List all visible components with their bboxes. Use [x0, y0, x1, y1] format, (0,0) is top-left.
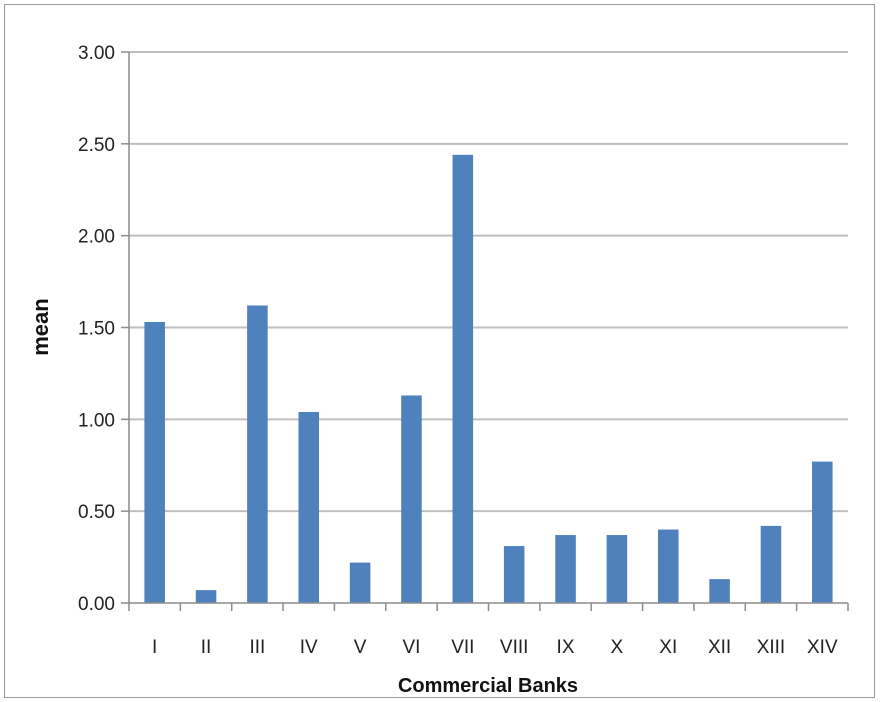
y-tick-label: 2.50	[78, 135, 115, 156]
y-tick-label: 0.00	[78, 594, 115, 615]
gridlines	[121, 51, 848, 604]
y-tick-label: 0.50	[78, 502, 115, 523]
bar-iii	[247, 305, 268, 603]
x-tick-label: IV	[300, 637, 318, 658]
x-tick-label: IX	[557, 637, 575, 658]
axes	[128, 52, 849, 611]
x-tick-label: V	[354, 637, 367, 658]
y-tick-label: 1.00	[78, 410, 115, 431]
x-tick-label: VII	[451, 637, 474, 658]
bar-ii	[195, 590, 217, 603]
bar-xiii	[760, 525, 782, 603]
y-tick-label: 1.50	[78, 319, 115, 340]
bars	[144, 154, 833, 603]
x-tick-label: I	[152, 637, 157, 658]
bar-iv	[298, 411, 320, 603]
bar-x	[606, 535, 628, 603]
x-tick-label: III	[249, 637, 265, 658]
y-axis-title: mean	[28, 298, 53, 355]
x-axis-title: Commercial Banks	[398, 675, 578, 697]
x-tick-label: VIII	[500, 637, 529, 658]
x-tick-label: XI	[659, 637, 677, 658]
x-tick-labels: I II III IV V VI VII VIII IX X XI XII XIII XIV	[152, 637, 838, 658]
x-tick-label: X	[611, 637, 624, 658]
bar-vi	[401, 395, 422, 603]
bar-v	[349, 562, 371, 603]
x-tick-label: XIII	[757, 637, 786, 658]
x-tick-label: II	[201, 637, 212, 658]
bar-xiv	[812, 461, 833, 603]
y-tick-labels: 0.00 0.50 1.00 1.50 2.00 2.50 3.00	[78, 43, 115, 615]
bar-ix	[555, 535, 576, 603]
x-tick-label: XIV	[807, 637, 838, 658]
x-tick-label: XII	[708, 637, 731, 658]
y-tick-label: 2.00	[78, 227, 115, 248]
x-tick-label: VI	[402, 637, 420, 658]
y-tick-label: 3.00	[78, 43, 115, 64]
bar-xii	[709, 579, 730, 603]
bar-xi	[657, 529, 679, 603]
bar-i	[144, 321, 165, 603]
bar-vii	[452, 154, 474, 603]
bar-viii	[503, 546, 525, 603]
